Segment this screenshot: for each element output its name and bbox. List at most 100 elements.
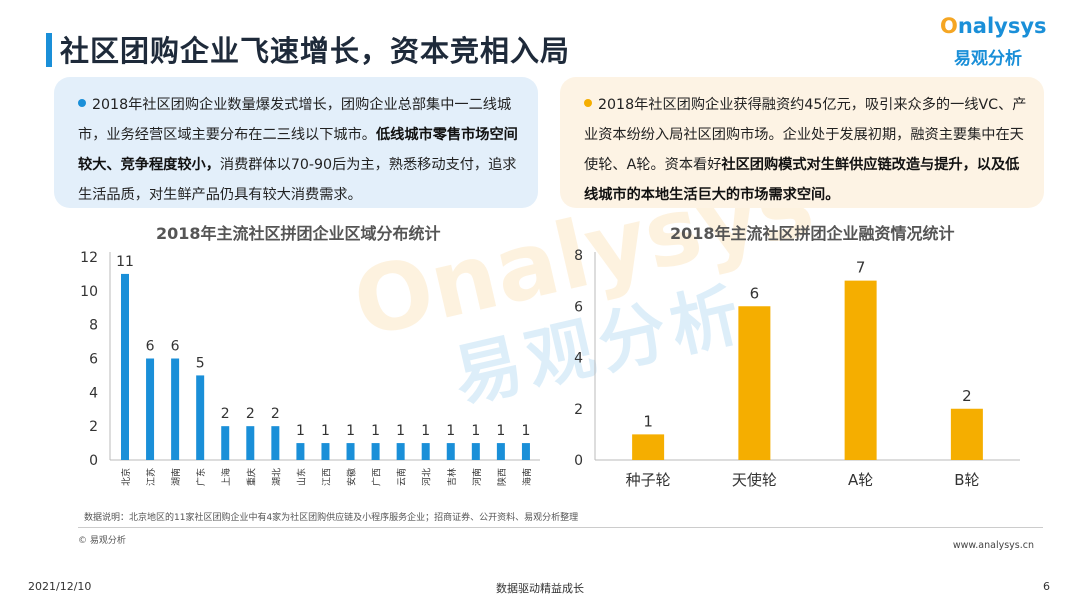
bar	[396, 443, 405, 460]
financing-rounds-chart: 0 2 4 6 8 1 种子轮 6 天使轮 7 A轮 2 B轮	[574, 248, 1020, 489]
y-tick-label: 8	[574, 248, 583, 264]
bar-value-label: 1	[521, 423, 530, 439]
x-tick-label: 安徽	[346, 468, 358, 486]
page-number: 6	[1043, 580, 1050, 593]
data-note: 数据说明：北京地区的11家社区团购企业中有4家为社区团购供应链及小程序服务企业；…	[84, 513, 579, 523]
y-tick-label: 0	[574, 453, 583, 469]
x-tick-label: 北京	[120, 468, 132, 486]
y-tick-label: 4	[574, 351, 583, 367]
footer-date: 2021/12/10	[28, 580, 92, 593]
y-tick-label: 0	[89, 453, 98, 469]
bar-value-label: 1	[421, 423, 430, 439]
copyright-text: © 易观分析	[78, 536, 126, 546]
left-text-2: 消费群体以70-90后为主，熟悉移动支付，追求生活品质，对生鲜产品仍具有较大消费…	[78, 157, 517, 203]
bar-value-label: 7	[856, 259, 866, 277]
bar-value-label: 11	[116, 254, 134, 270]
x-tick-label: B轮	[954, 471, 979, 489]
right-bold-1: 社区团购模式对生鲜供应链改造与提升，以及低线城市的本地生活巨大的市场需求空间。	[584, 157, 1020, 203]
bar-value-label: 6	[146, 339, 155, 355]
x-tick-label: 山东	[295, 468, 307, 486]
x-tick-label: 广东	[195, 468, 207, 486]
bar-value-label: 1	[346, 423, 355, 439]
right-text-1: 2018年社区团购企业获得融资约45亿元，吸引来众多的一线VC、产业资本纷纷入局…	[584, 97, 1027, 173]
bar-value-label: 5	[196, 355, 205, 371]
bar-value-label: 2	[962, 387, 972, 405]
x-tick-label: 湖南	[170, 468, 182, 486]
x-tick-label: 陕西	[496, 468, 508, 486]
bar	[421, 443, 430, 460]
bar-value-label: 2	[221, 406, 230, 422]
y-tick-label: 8	[89, 318, 98, 334]
bar	[146, 358, 155, 460]
page-title: 社区团购企业飞速增长，资本竞相入局	[60, 34, 571, 68]
bar	[296, 443, 305, 460]
bar-value-label: 1	[496, 423, 505, 439]
right-summary-box: 2018年社区团购企业获得融资约45亿元，吸引来众多的一线VC、产业资本纷纷入局…	[560, 77, 1044, 208]
bar-value-label: 1	[446, 423, 455, 439]
left-text-1: 2018年社区团购企业数量爆发式增长，团购企业总部集中一二线城市，业务经营区域主…	[78, 97, 512, 143]
bar	[196, 375, 205, 460]
footer-divider	[78, 527, 1043, 528]
bar	[246, 426, 255, 460]
bar	[121, 273, 129, 460]
bar-value-label: 1	[643, 412, 653, 430]
bar-value-label: 1	[396, 423, 405, 439]
left-summary-box: 2018年社区团购企业数量爆发式增长，团购企业总部集中一二线城市，业务经营区域主…	[54, 77, 538, 208]
bar	[346, 443, 355, 460]
title-accent-bar	[46, 33, 52, 67]
x-tick-label: 江苏	[145, 468, 157, 486]
bar-value-label: 6	[750, 284, 760, 302]
chart-left-title: 2018年主流社区拼团企业区域分布统计	[156, 224, 441, 243]
bar-value-label: 2	[246, 406, 255, 422]
bar	[844, 280, 877, 460]
bar	[496, 443, 505, 460]
x-tick-label: A轮	[848, 471, 873, 489]
x-tick-label: 云南	[396, 468, 408, 486]
chart-right-title: 2018年主流社区拼团企业融资情况统计	[670, 224, 955, 243]
x-tick-label: 河北	[421, 468, 433, 486]
website-link[interactable]: www.analysys.cn	[952, 540, 1034, 551]
y-tick-label: 10	[80, 284, 98, 300]
bar	[471, 443, 480, 460]
y-tick-label: 12	[80, 250, 98, 266]
bar	[371, 443, 380, 460]
bar-value-label: 1	[296, 423, 305, 439]
y-tick-label: 4	[89, 385, 98, 401]
y-tick-label: 2	[89, 419, 98, 435]
bar	[632, 434, 665, 460]
logo-text-en: Onalysys	[940, 14, 1047, 38]
x-tick-label: 河南	[471, 468, 483, 486]
bar-value-label: 1	[471, 423, 480, 439]
x-tick-label: 海南	[521, 468, 533, 486]
bar	[271, 426, 280, 460]
bar	[950, 408, 983, 460]
bar-value-label: 1	[371, 423, 380, 439]
x-tick-label: 种子轮	[626, 471, 671, 489]
bar	[521, 443, 530, 460]
bullet-icon	[78, 99, 86, 107]
logo-text-cn: 易观分析	[954, 49, 1022, 69]
x-tick-label: 天使轮	[732, 471, 777, 489]
bar	[171, 358, 180, 460]
bar-value-label: 6	[171, 339, 180, 355]
y-tick-label: 2	[574, 402, 583, 418]
bullet-icon	[584, 99, 592, 107]
bar	[446, 443, 455, 460]
logo-en-rest: nalysys	[957, 14, 1047, 38]
x-tick-label: 吉林	[446, 468, 458, 486]
x-tick-label: 重庆	[245, 468, 257, 486]
bar	[321, 443, 330, 460]
x-tick-label: 广西	[371, 468, 383, 486]
x-tick-label: 江西	[321, 468, 332, 486]
logo-o: O	[940, 14, 958, 38]
bar-value-label: 2	[271, 406, 280, 422]
bar	[738, 306, 771, 460]
left-bold-1: 低线城市零售市场空间较大、竞争程度较小，	[78, 127, 518, 173]
analysys-logo: Onalysys 易观分析	[940, 14, 1052, 70]
y-tick-label: 6	[89, 352, 98, 368]
bar	[221, 426, 230, 460]
footer-slogan: 数据驱动精益成长	[496, 582, 584, 595]
bar-value-label: 1	[321, 423, 330, 439]
x-tick-label: 湖北	[271, 468, 282, 486]
